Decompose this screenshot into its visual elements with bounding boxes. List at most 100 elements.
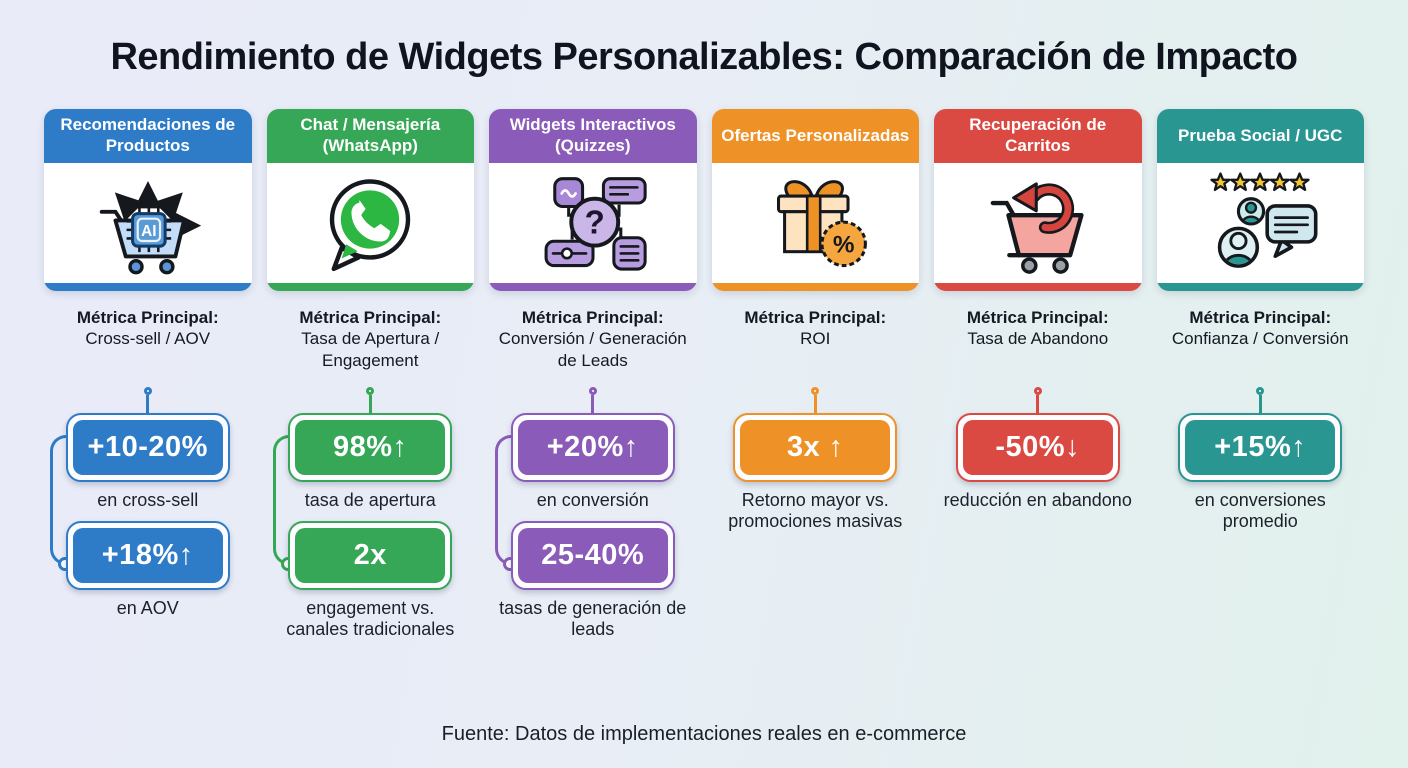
stat-caption: Retorno mayor vs. promociones masivas <box>728 490 903 532</box>
connector-line <box>1036 395 1040 413</box>
connector-ring <box>366 387 375 395</box>
stat-value: 25-40% <box>517 528 668 584</box>
connector-ring <box>1033 387 1042 395</box>
metric-value: ROI <box>800 329 831 349</box>
stat-badge: 25-40% <box>510 521 675 591</box>
stat-value: 3x ↑ <box>740 420 891 475</box>
category-icon-area <box>266 163 474 283</box>
connector-line <box>591 395 595 413</box>
stat-caption: reducción en abandono <box>943 490 1132 510</box>
stat-caption: tasa de apertura <box>304 490 436 510</box>
category-header: Recomendaciones de Productos <box>44 109 252 163</box>
page-title: Rendimiento de Widgets Personalizables: … <box>110 36 1298 78</box>
stat-value: +10-20% <box>72 420 223 475</box>
stat-caption: tasas de generación de leads <box>499 598 687 640</box>
metric-value: Conversión / Generación de Leads <box>498 329 687 370</box>
stat-value: +18%↑ <box>72 528 223 584</box>
stat-connector <box>1256 387 1265 413</box>
stat-badge: 98%↑ <box>288 413 453 482</box>
metric-block: Métrica Principal: Tasa de Apertura / En… <box>267 307 475 387</box>
category-card: Prueba Social / UGC <box>1156 109 1364 291</box>
category-header: Widgets Interactivos (Quizzes) <box>489 109 697 163</box>
category-color-strip <box>266 283 474 291</box>
category-icon-area: % <box>711 163 919 283</box>
metric-value: Confianza / Conversión <box>1171 329 1349 349</box>
stat-value: +15%↑ <box>1185 420 1336 475</box>
quiz-flowchart-icon: ? <box>544 177 647 271</box>
cart-recovery-icon <box>990 182 1084 274</box>
stats-group: 3x ↑ Retorno mayor vs. promociones masiv… <box>712 387 920 542</box>
stat-badge: -50%↓ <box>955 413 1120 482</box>
social-proof-icon <box>1210 172 1318 268</box>
metric-block: Métrica Principal: Conversión / Generaci… <box>489 307 697 387</box>
connector-line <box>368 395 372 413</box>
category-icon-area: ? <box>489 163 697 283</box>
category-card: Ofertas Personalizadas % <box>711 109 919 291</box>
stat-connector <box>811 387 820 413</box>
stat-value: 98%↑ <box>295 420 446 475</box>
connector-ring <box>811 387 820 395</box>
stats-group: -50%↓ reducción en abandono <box>934 387 1142 521</box>
connector-line <box>813 395 817 413</box>
stat-connector <box>588 387 597 413</box>
metric-value: Tasa de Apertura / Engagement <box>301 329 440 370</box>
stat-badge: +10-20% <box>65 413 230 482</box>
category-card: Recomendaciones de Productos <box>44 109 252 291</box>
connector-ring <box>143 387 152 395</box>
stat-link-bracket <box>50 435 72 571</box>
metric-block: Métrica Principal: Confianza / Conversió… <box>1157 307 1365 387</box>
column-recomendaciones: Recomendaciones de Productos <box>44 109 252 650</box>
source-footer: Fuente: Datos de implementaciones reales… <box>441 723 967 745</box>
gift-offer-icon: % <box>777 180 868 268</box>
ai-cart-icon: AI <box>99 181 201 275</box>
stats-group: 98%↑ tasa de apertura 2x engagement vs. … <box>267 387 475 650</box>
stats-group: +20%↑ en conversión 25-40% tasas de gene… <box>489 387 697 650</box>
category-color-strip <box>1156 283 1364 291</box>
category-header: Prueba Social / UGC <box>1156 109 1364 163</box>
stat-connector <box>143 387 152 413</box>
stat-badge: +18%↑ <box>65 521 230 591</box>
column-chat-whatsapp: Chat / Mensajería (WhatsApp) Métrica Pri… <box>266 109 475 650</box>
category-header: Chat / Mensajería (WhatsApp) <box>266 109 474 163</box>
connector-ring <box>588 387 597 395</box>
columns-grid: Recomendaciones de Productos <box>0 109 1408 650</box>
stats-group: +15%↑ en conversiones promedio <box>1157 387 1365 542</box>
stat-caption: en conversiones promedio <box>1194 490 1326 532</box>
metric-label: Métrica Principal: <box>299 308 442 327</box>
column-ofertas: Ofertas Personalizadas % M <box>711 109 920 650</box>
category-icon-area: AI <box>44 163 252 283</box>
category-color-strip <box>44 283 252 291</box>
stat-value: -50%↓ <box>962 420 1113 475</box>
metric-value: Cross-sell / AOV <box>85 329 211 349</box>
stat-value: 2x <box>295 528 446 584</box>
column-recuperacion-carritos: Recuperación de Carritos <box>934 109 1142 650</box>
metric-label: Métrica Principal: <box>966 308 1109 327</box>
stat-caption: en AOV <box>116 598 179 619</box>
whatsapp-icon <box>330 179 411 272</box>
category-icon-area <box>1156 163 1364 283</box>
connector-ring <box>1256 387 1265 395</box>
category-header: Ofertas Personalizadas <box>711 109 919 163</box>
stat-caption: en conversión <box>536 490 649 510</box>
category-color-strip <box>711 283 919 291</box>
metric-block: Métrica Principal: ROI <box>712 307 920 387</box>
metric-block: Métrica Principal: Tasa de Abandono <box>934 307 1142 387</box>
column-prueba-social: Prueba Social / UGC <box>1156 109 1365 650</box>
svg-text:?: ? <box>584 203 604 240</box>
stat-value: +20%↑ <box>517 420 668 475</box>
stat-badge: +15%↑ <box>1178 413 1343 482</box>
category-header: Recuperación de Carritos <box>934 109 1142 163</box>
metric-label: Métrica Principal: <box>744 308 887 327</box>
stat-link-bracket <box>495 435 517 571</box>
category-icon-area <box>934 163 1142 283</box>
metric-value: Tasa de Abandono <box>967 329 1109 349</box>
svg-text:AI: AI <box>141 223 156 240</box>
stat-connector <box>1033 387 1042 413</box>
stat-badge: 2x <box>288 521 453 591</box>
stats-group: +10-20% en cross-sell +18%↑ en AOV <box>44 387 252 629</box>
stat-link-bracket <box>272 435 295 571</box>
svg-text:%: % <box>833 232 855 259</box>
stat-badge: 3x ↑ <box>733 413 898 482</box>
metric-label: Métrica Principal: <box>1189 308 1332 327</box>
